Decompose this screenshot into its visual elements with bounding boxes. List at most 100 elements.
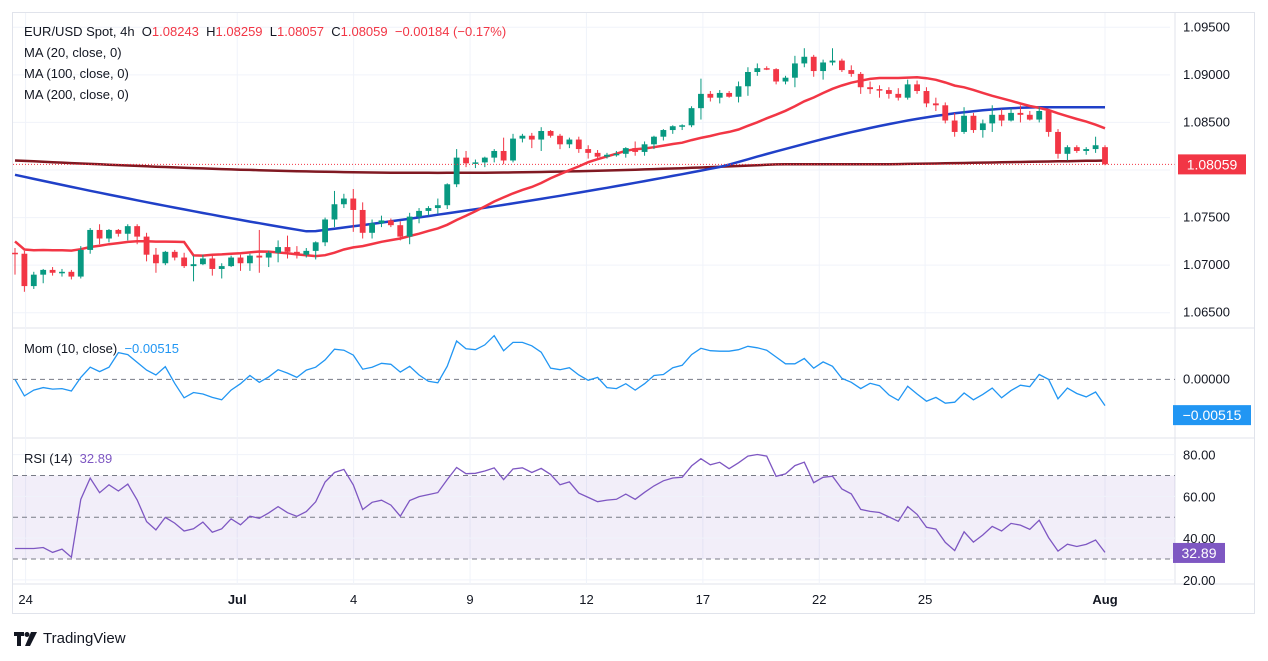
candle-body	[876, 89, 883, 91]
candle-body	[293, 251, 300, 255]
candle-body	[951, 120, 958, 132]
candle-body	[726, 92, 733, 97]
candle-body	[1092, 145, 1099, 150]
candle-body	[303, 250, 310, 255]
ma100-line	[14, 105, 1105, 233]
candle-body	[716, 92, 723, 98]
x-tick-label: 22	[812, 592, 826, 607]
candle-body	[1026, 114, 1033, 120]
candle-body	[59, 271, 65, 274]
candle-body	[1045, 111, 1052, 132]
candle-body	[265, 252, 272, 258]
rsi-legend[interactable]: RSI (14) 32.89	[24, 450, 112, 468]
candle-body	[1036, 111, 1043, 120]
candle-body	[406, 216, 413, 237]
candle-body	[21, 253, 28, 287]
candle-body	[979, 123, 986, 131]
candle-body	[782, 77, 789, 82]
candle-body	[594, 152, 601, 157]
candle-body	[453, 157, 460, 185]
candle-body	[510, 138, 516, 161]
candle-body	[1008, 112, 1014, 121]
x-tick-label: 24	[18, 592, 32, 607]
candle-body	[773, 69, 780, 82]
candle-body	[613, 153, 620, 156]
ma200-line	[14, 159, 1106, 175]
high-value: 1.08259	[215, 24, 263, 39]
candle-body	[810, 56, 817, 72]
candle-body	[895, 93, 902, 98]
close-label: C	[331, 24, 341, 39]
candle-body	[801, 56, 808, 64]
momentum-line	[14, 334, 1106, 406]
candle-body	[904, 84, 911, 98]
ma200-legend[interactable]: MA (200, close, 0)	[24, 87, 129, 102]
candle-body	[669, 126, 676, 131]
price-tick-label: 1.09500	[1183, 19, 1230, 34]
candle-body	[792, 63, 798, 78]
candle-body	[575, 139, 582, 150]
close-value: 1.08059	[340, 24, 388, 39]
candle-body	[1102, 147, 1108, 165]
high-label: H	[206, 24, 216, 39]
candle-body	[1055, 131, 1061, 154]
candle-body	[200, 258, 206, 265]
candle-body	[322, 219, 328, 243]
momentum-tick-label: 0.00000	[1183, 371, 1230, 386]
candle-body	[387, 220, 394, 226]
candle-body	[434, 205, 441, 209]
price-tick-label: 1.07000	[1183, 257, 1230, 272]
candle-body	[256, 255, 263, 258]
candle-body	[857, 73, 864, 88]
candle-body	[237, 257, 244, 264]
candle-body	[171, 251, 178, 258]
candle-body	[68, 271, 75, 277]
x-tick-label: 4	[350, 592, 357, 607]
momentum-badge	[1173, 405, 1251, 426]
candle-body	[500, 150, 507, 161]
candle-body	[96, 229, 103, 239]
chart-frame	[12, 12, 1255, 614]
ma20-legend[interactable]: MA (20, close, 0)	[24, 45, 122, 60]
candle-body	[914, 84, 920, 92]
candle-body	[162, 251, 169, 264]
candle-body	[369, 223, 375, 233]
candle-body	[30, 274, 37, 287]
x-tick-label: 17	[696, 592, 710, 607]
rsi-title: RSI (14)	[24, 451, 73, 466]
candle-body	[472, 162, 479, 164]
candle-body	[331, 204, 338, 220]
candle-body	[998, 114, 1005, 121]
candle-body	[463, 157, 469, 164]
price-tick-label: 1.06500	[1183, 305, 1230, 320]
candle-body	[153, 254, 159, 264]
candle-body	[359, 209, 366, 233]
rsi-tick-label: 40.00	[1183, 531, 1216, 546]
candle-body	[40, 269, 47, 275]
candle-body	[77, 249, 84, 277]
candle-body	[1073, 147, 1080, 151]
candle-body	[106, 229, 112, 239]
candle-body	[970, 115, 977, 131]
candle-body	[829, 60, 836, 63]
candle-body	[838, 60, 845, 71]
x-tick-label: 25	[918, 592, 932, 607]
candle-body	[632, 148, 639, 152]
candle-body	[566, 139, 573, 145]
candle-body	[312, 242, 319, 251]
candle-body	[228, 257, 235, 267]
candle-body	[867, 87, 873, 90]
open-label: O	[141, 24, 152, 39]
ma20-line	[14, 76, 1106, 258]
tradingview-logo[interactable]: TradingView	[14, 630, 126, 647]
candle-body	[481, 157, 488, 163]
symbol-title[interactable]: EUR/USD Spot, 4h	[24, 24, 135, 39]
ma100-legend[interactable]: MA (100, close, 0)	[24, 66, 129, 81]
candle-body	[284, 247, 291, 252]
candle-body	[350, 198, 357, 210]
momentum-legend[interactable]: Mom (10, close) −0.00515	[24, 340, 179, 358]
change-value: −0.00184 (−0.17%)	[394, 24, 507, 39]
candle-body	[707, 93, 714, 98]
candle-body	[923, 91, 930, 104]
